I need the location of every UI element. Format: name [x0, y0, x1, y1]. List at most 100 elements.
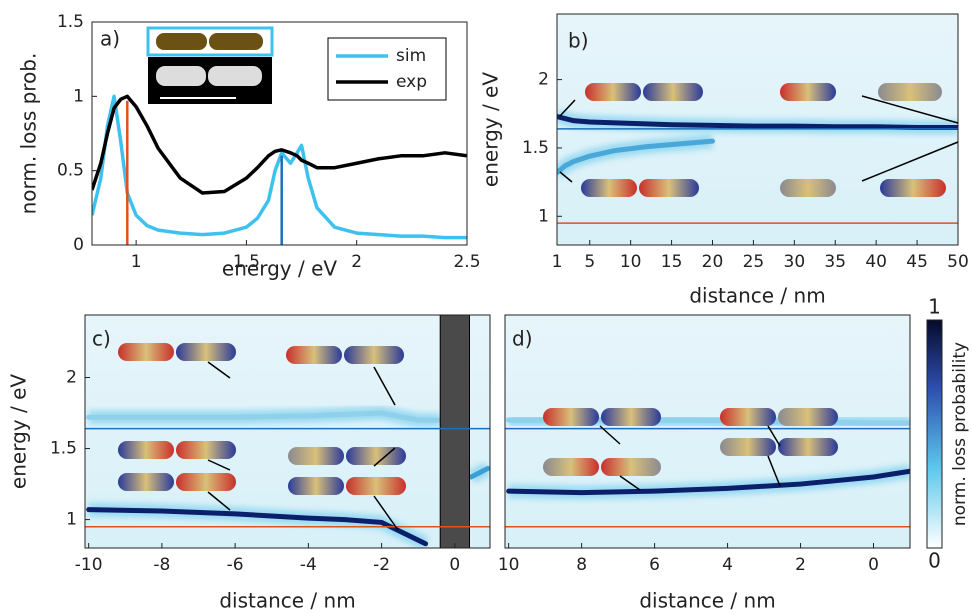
x-tick-label: 1: [131, 252, 142, 272]
x-axis-label: energy / eV: [222, 257, 337, 281]
pointer-line: [861, 141, 959, 182]
nanorod: [346, 447, 406, 465]
x-tick-label: 45: [906, 252, 928, 272]
legend-label: exp: [396, 72, 427, 92]
x-tick-label: 1: [552, 252, 563, 272]
legend: [327, 37, 447, 101]
colorbar-tick-label: 0: [928, 549, 941, 573]
panel-label: c): [92, 327, 111, 351]
axes-frame: [556, 13, 959, 246]
nanorod: [176, 473, 236, 491]
axes-frame: [504, 314, 911, 549]
pointer-line: [207, 491, 231, 511]
line-series: [92, 94, 467, 240]
heatmap-background: [505, 315, 910, 548]
x-tick-label: 2: [351, 252, 362, 272]
nanorod: [601, 408, 661, 426]
x-tick-label: 10: [620, 252, 642, 272]
nanorod: [601, 458, 661, 476]
shaded-range: [439, 315, 470, 548]
ridge: [506, 468, 910, 496]
pointer-line: [207, 361, 231, 379]
y-axis-label: norm. loss prob.: [17, 53, 41, 215]
x-tick-label: 15: [661, 252, 683, 272]
nanorod: [118, 473, 174, 491]
y-tick-label: 2: [538, 70, 549, 90]
pointer-line: [559, 171, 573, 183]
x-tick-label: 0: [449, 555, 460, 575]
nanorod: [778, 438, 838, 456]
y-tick-label: 1: [538, 206, 549, 226]
x-tick-label: 40: [865, 252, 887, 272]
x-axis-label: distance / nm: [639, 589, 775, 613]
nanorod: [639, 179, 699, 197]
pointer-line: [373, 447, 396, 467]
nanorod: [286, 346, 342, 364]
panel-label: b): [568, 29, 589, 53]
y-tick-label: 1.5: [522, 138, 549, 158]
pointer-line: [767, 455, 781, 487]
ridge: [86, 507, 429, 547]
nanorod: [288, 447, 344, 465]
x-axis-label: distance / nm: [689, 284, 825, 308]
nanorod: [585, 83, 641, 101]
nanorod: [543, 458, 599, 476]
ridge: [557, 114, 958, 130]
nanorod: [288, 477, 344, 495]
colorbar: [926, 319, 943, 549]
pointer-line: [373, 366, 396, 406]
nanorod: [780, 179, 836, 197]
legend-label: sim: [396, 46, 426, 66]
nanorod: [878, 83, 942, 101]
y-tick-label: 0: [73, 235, 84, 255]
panel-label: a): [100, 27, 120, 51]
colorbar-tick-label: 1: [928, 295, 941, 319]
y-tick-label: 1.5: [50, 439, 77, 459]
nanorod: [720, 438, 776, 456]
plot-area: [92, 94, 467, 245]
x-tick-label: 0: [868, 555, 879, 575]
x-tick-label: 25: [743, 252, 765, 272]
y-axis-label: energy / eV: [7, 374, 31, 489]
y-tick-label: 0.5: [57, 161, 84, 181]
y-tick-label: 2: [66, 368, 77, 388]
x-tick-label: 2.5: [453, 252, 480, 272]
x-tick-label: -8: [153, 555, 170, 575]
y-tick-label: 1: [73, 86, 84, 106]
nanorod: [346, 477, 406, 495]
plot-area: [557, 14, 958, 245]
ridge: [86, 410, 443, 423]
nanorod: [344, 346, 404, 364]
nanorod: [543, 408, 599, 426]
x-axis-label: distance / nm: [219, 589, 355, 613]
x-tick-label: -6: [227, 555, 244, 575]
x-tick-label: -4: [300, 555, 317, 575]
nanorod: [581, 179, 637, 197]
x-tick-label: 50: [947, 252, 969, 272]
x-tick-label: 1.5: [233, 252, 260, 272]
x-tick-label: 20: [702, 252, 724, 272]
y-tick-label: 1.5: [57, 12, 84, 32]
nanorod: [880, 179, 946, 197]
pointer-line: [619, 475, 641, 491]
x-tick-label: 6: [649, 555, 660, 575]
nanorod: [778, 408, 838, 426]
nanorod: [118, 441, 174, 459]
nanorod: [643, 83, 703, 101]
y-tick-label: 1: [66, 510, 77, 530]
inset-image: [146, 26, 274, 104]
nanorod: [720, 408, 776, 426]
pointer-line: [207, 459, 231, 471]
pointer-line: [559, 99, 576, 117]
pointer-line: [861, 95, 959, 124]
axes-frame: [91, 21, 468, 246]
x-tick-label: 2: [795, 555, 806, 575]
plot-area: [505, 315, 910, 548]
pointer-line: [373, 495, 399, 531]
ridge: [557, 138, 715, 176]
panel-label: d): [512, 327, 533, 351]
x-tick-label: 8: [576, 555, 587, 575]
pointer-line: [767, 425, 781, 447]
nanorod: [780, 83, 836, 101]
